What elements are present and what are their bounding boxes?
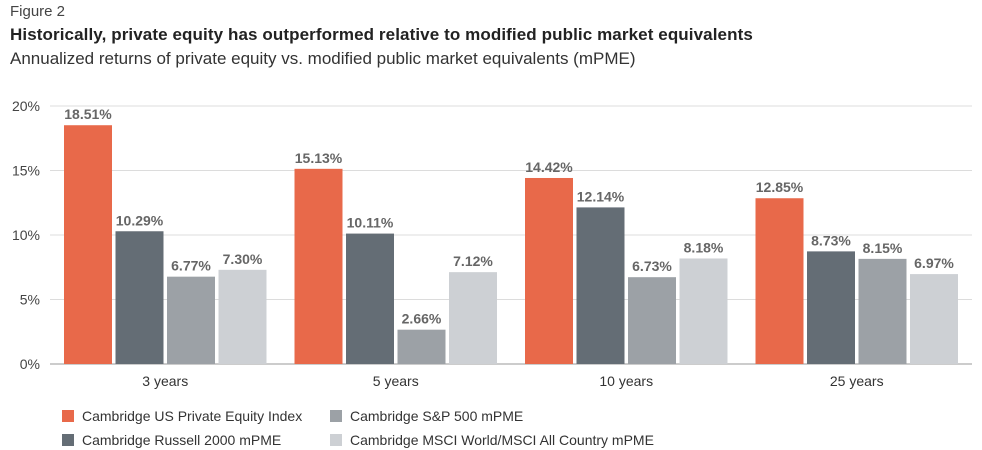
bar [346, 233, 394, 364]
chart-subtitle: Annualized returns of private equity vs.… [10, 49, 636, 68]
legend-item-msci-world: Cambridge MSCI World/MSCI All Country mP… [330, 432, 654, 448]
bar [858, 258, 907, 364]
bar [628, 277, 676, 364]
y-tick-label: 20% [12, 98, 40, 114]
legend-item-sp500: Cambridge S&P 500 mPME [330, 408, 523, 424]
legend-item-pe-index: Cambridge US Private Equity Index [62, 408, 302, 424]
legend-label: Cambridge MSCI World/MSCI All Country mP… [350, 432, 654, 448]
legend-swatch [62, 410, 74, 422]
legend-item-russell-2000: Cambridge Russell 2000 mPME [62, 432, 281, 448]
data-label: 6.97% [914, 255, 954, 271]
chart-title: Historically, private equity has outperf… [10, 25, 753, 44]
x-tick-label: 3 years [142, 373, 188, 389]
y-tick-label: 0% [20, 356, 40, 372]
data-label: 6.77% [171, 258, 211, 274]
x-tick-label: 10 years [599, 373, 653, 389]
legend-swatch [330, 410, 342, 422]
data-label: 8.15% [863, 240, 903, 256]
bar [115, 231, 164, 364]
data-label: 7.30% [223, 251, 263, 267]
y-tick-label: 15% [12, 163, 40, 179]
legend: Cambridge US Private Equity Index Cambri… [62, 402, 762, 448]
legend-label: Cambridge Russell 2000 mPME [82, 432, 282, 448]
legend-label: Cambridge S&P 500 mPME [350, 408, 524, 424]
data-label: 18.51% [64, 106, 112, 122]
bar [910, 274, 958, 364]
data-label: 10.29% [116, 212, 164, 228]
bar-chart: 0% 5% 10% 15% 20% 18.51% 10.29% 6.77% 7.30% 3 yea… [12, 98, 972, 389]
legend-label: Cambridge US Private Equity Index [82, 408, 303, 424]
bar [755, 198, 804, 364]
data-label: 6.73% [632, 258, 672, 274]
y-tick-label: 10% [12, 227, 40, 243]
data-label: 7.12% [453, 253, 493, 269]
bar [449, 272, 497, 364]
bar [397, 329, 446, 364]
legend-swatch [330, 434, 342, 446]
bar [576, 207, 625, 364]
data-label: 14.42% [525, 159, 573, 175]
data-label: 12.85% [756, 179, 804, 195]
bar [218, 269, 267, 364]
legend-swatch [62, 434, 74, 446]
y-tick-label: 5% [20, 292, 40, 308]
data-label: 10.11% [347, 215, 394, 231]
data-label: 12.14% [577, 188, 625, 204]
data-label: 2.66% [402, 311, 442, 327]
bar [167, 276, 215, 364]
bar [525, 177, 573, 364]
x-tick-label: 25 years [830, 373, 884, 389]
figure-label: Figure 2 [10, 3, 66, 20]
bar [294, 168, 343, 364]
x-tick-label: 5 years [373, 373, 419, 389]
data-label: 15.13% [295, 150, 343, 166]
bar [64, 125, 112, 364]
data-label: 8.18% [684, 239, 724, 255]
bar [679, 258, 728, 364]
bar [807, 251, 855, 364]
data-label: 8.73% [811, 232, 851, 248]
